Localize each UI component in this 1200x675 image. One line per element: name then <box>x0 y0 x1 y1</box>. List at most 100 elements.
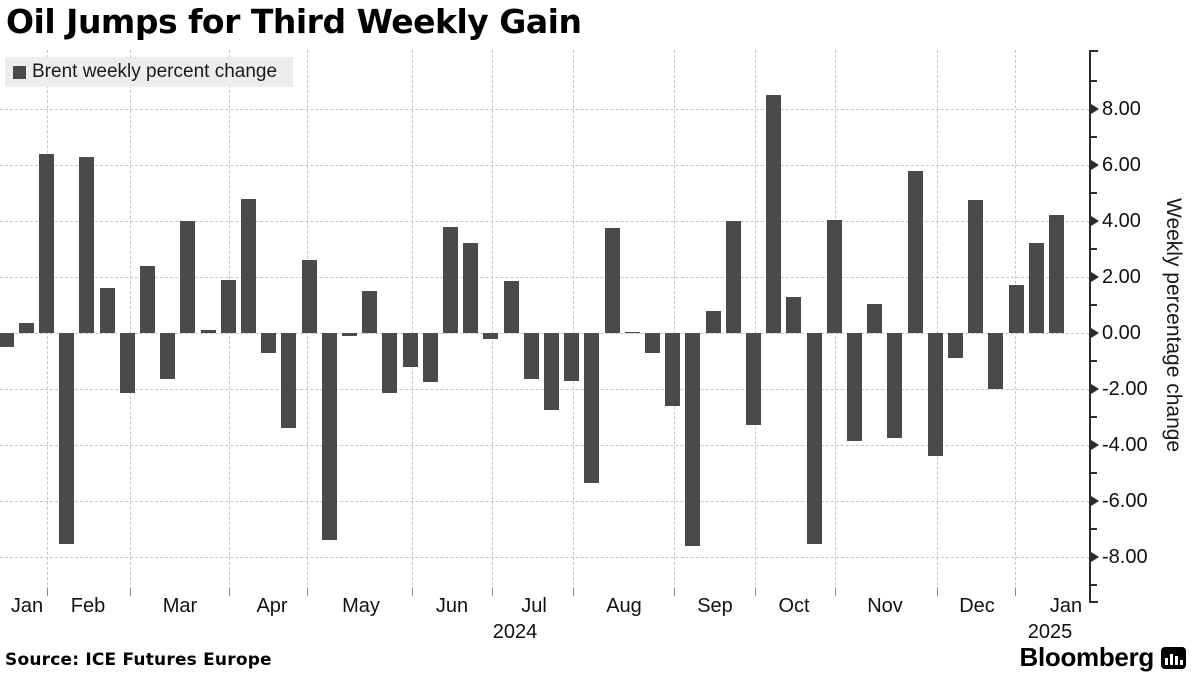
bar <box>220 279 236 333</box>
h-gridline <box>0 445 1089 446</box>
y-minor-tick <box>1091 192 1097 194</box>
y-minor-tick <box>1091 528 1097 530</box>
y-tick-label: -6.00 <box>1102 490 1148 512</box>
x-axis-month-label: Jun <box>435 595 469 617</box>
y-axis-line <box>1089 50 1091 602</box>
v-gridline <box>937 50 938 590</box>
y-tick-label: 0.00 <box>1102 322 1141 344</box>
bar <box>867 303 883 333</box>
y-minor-tick <box>1091 416 1097 418</box>
y-major-tick <box>1091 440 1099 450</box>
h-gridline <box>0 557 1089 558</box>
y-tick-label: 4.00 <box>1102 210 1141 232</box>
bar <box>887 333 903 438</box>
h-gridline <box>0 501 1089 502</box>
x-axis-month-label: Jan <box>1049 595 1083 617</box>
bar <box>927 333 943 457</box>
bar <box>301 260 317 333</box>
bar <box>988 333 1004 389</box>
bar <box>483 333 499 339</box>
h-gridline <box>0 277 1089 278</box>
y-tick-label: 8.00 <box>1102 98 1141 120</box>
bar <box>180 221 196 333</box>
bar <box>826 219 842 333</box>
h-gridline <box>0 109 1089 110</box>
bar <box>160 333 176 380</box>
x-month-tick <box>307 588 308 596</box>
y-minor-tick <box>1091 80 1097 82</box>
bar <box>261 333 277 353</box>
y-major-tick <box>1091 216 1099 226</box>
y-tick-label: 2.00 <box>1102 266 1141 288</box>
x-month-tick <box>835 588 836 596</box>
bloomberg-wordmark: Bloomberg <box>1019 642 1154 672</box>
bar <box>402 333 418 367</box>
bar <box>665 333 681 406</box>
x-month-tick <box>412 588 413 596</box>
bar <box>766 95 782 333</box>
y-tick-label: -4.00 <box>1102 434 1148 456</box>
x-axis-month-label: Feb <box>70 595 106 617</box>
bar <box>624 331 640 334</box>
y-major-tick <box>1091 328 1099 338</box>
x-axis-year-label: 2024 <box>492 621 538 643</box>
bar <box>846 333 862 441</box>
x-axis-month-label: Oct <box>778 595 810 617</box>
bloomberg-terminal-icon <box>1161 646 1186 669</box>
legend: Brent weekly percent change <box>5 57 294 87</box>
v-gridline <box>755 50 756 590</box>
y-tick-label: 6.00 <box>1102 154 1141 176</box>
v-gridline <box>492 50 493 590</box>
y-major-tick <box>1091 160 1099 170</box>
bloomberg-logo: Bloomberg <box>1019 642 1186 673</box>
bar <box>362 291 378 333</box>
bar <box>604 228 620 333</box>
bar <box>584 333 600 483</box>
x-month-tick <box>674 588 675 596</box>
y-major-tick <box>1091 272 1099 282</box>
bar <box>240 198 256 333</box>
bar <box>685 333 701 546</box>
bar <box>321 333 337 541</box>
bar <box>59 333 75 545</box>
legend-swatch-icon <box>13 65 26 79</box>
h-gridline <box>0 221 1089 222</box>
x-axis-month-label: Dec <box>959 595 995 617</box>
bar <box>644 333 660 353</box>
bar <box>463 243 479 333</box>
bar <box>907 170 923 333</box>
y-tick-label: -8.00 <box>1102 546 1148 568</box>
bar <box>79 156 95 333</box>
x-month-tick <box>1015 588 1016 596</box>
y-major-tick <box>1091 104 1099 114</box>
bar <box>99 288 115 333</box>
x-axis-month-label: Jan <box>10 595 44 617</box>
y-major-tick <box>1091 496 1099 506</box>
x-month-tick <box>755 588 756 596</box>
y-minor-tick <box>1091 360 1097 362</box>
bar <box>968 200 984 333</box>
bar <box>1048 215 1064 333</box>
bar <box>119 333 135 394</box>
x-month-tick <box>47 588 48 596</box>
bar <box>341 333 357 336</box>
x-axis-month-label: Nov <box>867 595 903 617</box>
x-month-tick <box>229 588 230 596</box>
x-axis-month-label: Aug <box>606 595 642 617</box>
bar <box>38 153 54 333</box>
bar <box>1008 285 1024 333</box>
bar <box>422 333 438 382</box>
bar <box>947 333 963 359</box>
source-note: Source: ICE Futures Europe <box>5 650 272 670</box>
x-axis-year-label: 2025 <box>1027 621 1073 643</box>
legend-label: Brent weekly percent change <box>32 61 278 82</box>
bar <box>18 323 34 333</box>
bar <box>523 333 539 380</box>
bar <box>786 296 802 333</box>
v-gridline <box>130 50 131 590</box>
bar <box>1028 243 1044 333</box>
bar <box>442 226 458 333</box>
y-axis-top-cap <box>1089 50 1098 52</box>
y-minor-tick <box>1091 584 1097 586</box>
